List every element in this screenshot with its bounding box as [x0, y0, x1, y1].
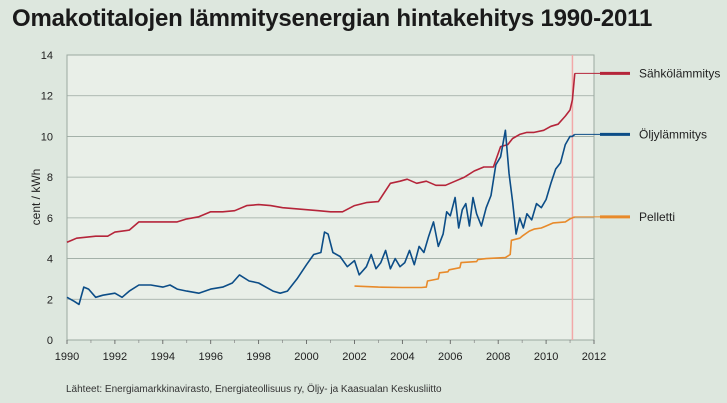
legend-label: Öljylämmitys — [639, 127, 707, 141]
x-tick-label: 2004 — [390, 351, 414, 363]
grid-lines — [67, 95, 594, 300]
source-note: Lähteet: Energiamarkkinavirasto, Energia… — [66, 384, 442, 395]
x-tick-label: 2002 — [342, 351, 366, 363]
y-tick-label: 4 — [47, 254, 53, 266]
plot-area — [66, 54, 595, 341]
x-tick-label: 1990 — [55, 351, 79, 363]
x-tick-label: 2000 — [294, 351, 318, 363]
x-tick-label: 2012 — [582, 351, 606, 363]
legend-label: Sähkölämmitys — [639, 66, 720, 80]
y-tick-label: 2 — [47, 294, 53, 306]
y-axis-label: cent / kWh — [29, 169, 43, 226]
series-line-2 — [354, 216, 576, 289]
x-tick-label: 1992 — [103, 351, 127, 363]
chart-title: Omakotitalojen lämmitysenergian hintakeh… — [12, 5, 653, 32]
y-tick-label: 6 — [47, 213, 53, 225]
y-tick-label: 10 — [41, 131, 53, 143]
y-tick-label: 12 — [41, 91, 53, 103]
x-tick-label: 1998 — [246, 351, 270, 363]
y-axis: 0 2 4 6 8 10 12 14 — [41, 50, 53, 347]
x-axis: 1990 1992 1994 1996 1998 2000 2002 2004 2006 2008… — [55, 340, 606, 363]
legend: Sähkölämmitys Öljylämmitys Pelletti — [574, 66, 720, 224]
series-lines — [66, 73, 576, 306]
x-tick-label: 2006 — [438, 351, 462, 363]
y-tick-label: 14 — [41, 50, 53, 62]
y-tick-label: 0 — [47, 335, 53, 347]
series-line-1 — [66, 129, 576, 306]
x-tick-label: 2008 — [486, 351, 510, 363]
legend-label: Pelletti — [639, 210, 675, 224]
x-tick-label: 1996 — [198, 351, 222, 363]
y-tick-label: 8 — [47, 172, 53, 184]
x-tick-label: 2010 — [534, 351, 558, 363]
x-tick-label: 1994 — [151, 351, 175, 363]
series-line-0 — [66, 73, 576, 244]
